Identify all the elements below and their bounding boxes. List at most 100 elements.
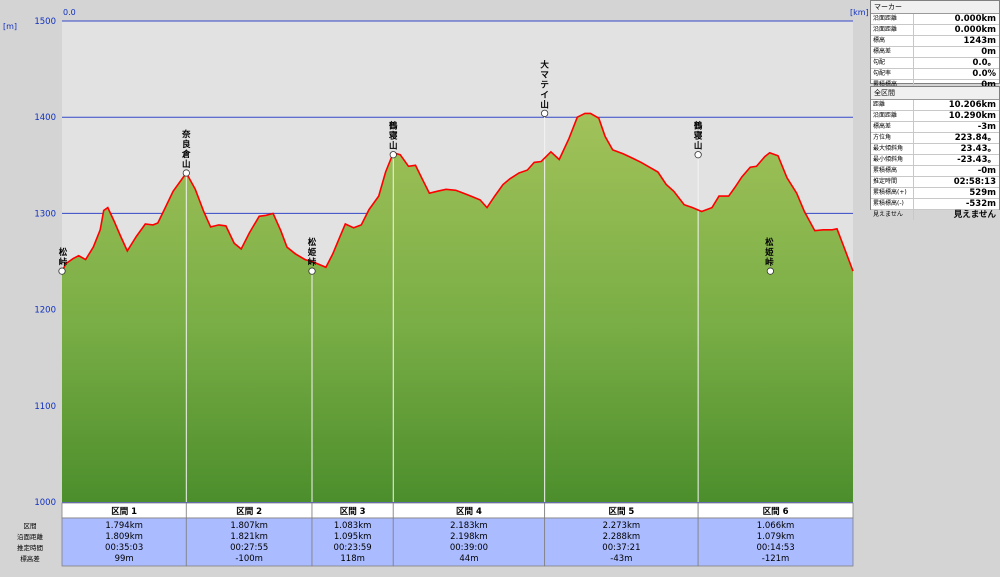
marker-panel: マーカー 沿面距離 0.000km 沿面距離 0.000km 標高 1243m 標高差 0m 勾… [870,0,1000,90]
total-label-0: 距離 [871,100,914,110]
section-time-1: 00:35:03 [105,543,143,553]
section-distance-3: 1.083km [334,521,372,531]
summit-marker-4 [541,109,549,117]
total-row-8: 累積標高(+) 529m [871,188,999,199]
marker-label-3: 標高差 [871,47,914,57]
section-data-cell-6 [697,517,854,567]
total-value-7: 02:58:13 [953,177,996,187]
section-label-6: 区間 6 [763,507,789,517]
total-panel-title: 全区間 [871,87,999,100]
total-value-10: 見えません [953,210,996,220]
section-label-3: 区間 3 [340,507,366,517]
marker-value-4: 0.0。 [972,58,996,68]
total-label-2: 標高差 [871,122,914,132]
summit-label-4: 大マテイ山 [540,59,549,110]
total-value-4: 23.43。 [960,144,996,154]
section-elevation-diff-1: 99m [115,554,134,564]
summit-lines [185,113,699,502]
terrain-area [62,113,853,503]
marker-value-5: 0.0% [972,69,996,79]
total-value-1: 10.290km [948,111,996,121]
total-row-4: 最大傾斜角 23.43。 [871,144,999,155]
y-tick-1300: 1300 [34,209,56,219]
elevation-profile-chart: 1000 1100 1200 1300 1400 1500 [m] 0.0 [km] 松峠… [3,8,869,567]
total-label-4: 最大傾斜角 [871,144,914,154]
total-value-8: 529m [969,188,996,198]
summit-label-0: 松峠 [59,247,68,268]
section-time-6: 00:14:53 [756,543,794,553]
marker-label-5: 勾配率 [871,69,914,79]
section-surface-distance-1: 1.809km [105,532,143,542]
total-row-10: 見えません 見えません [871,210,999,220]
section-elevation-diff-5: -43m [610,554,632,564]
marker-row-0: 沿面距離 0.000km [871,14,999,25]
total-label-1: 沿面距離 [871,111,914,121]
marker-label-6: 累積標高 [871,80,914,90]
section-distance-5: 2.273km [603,521,641,531]
marker-label-4: 勾配 [871,58,914,68]
summit-label-2: 松姫峠 [308,237,317,268]
marker-value-0: 0.000km [954,14,996,24]
x-unit-label: [km] [850,8,869,17]
total-value-9: -532m [965,199,996,209]
total-value-2: -3m [977,122,996,132]
row-label-2: 推定時間 [17,543,43,552]
section-elevation-diff-3: 118m [340,554,365,564]
total-value-6: -0m [977,166,996,176]
section-distance-2: 1.807km [230,521,268,531]
side-panel: マーカー 沿面距離 0.000km 沿面距離 0.000km 標高 1243m 標高差 0m 勾… [870,0,1000,577]
total-label-5: 最小傾斜角 [871,155,914,165]
section-label-2: 区間 2 [236,507,262,517]
total-label-9: 累積標高(-) [871,199,914,209]
total-value-3: 223.84。 [954,133,996,143]
section-data-cell-5 [544,517,699,567]
x-start-label: 0.0 [63,8,76,17]
section-distance-4: 2.183km [450,521,488,531]
section-data-cell-3 [311,517,394,567]
y-tick-1100: 1100 [34,402,56,412]
marker-value-3: 0m [981,47,996,57]
marker-value-1: 0.000km [954,25,996,35]
total-row-7: 推定時間 02:58:13 [871,177,999,188]
total-row-6: 累積標高 -0m [871,166,999,177]
summit-label-5: 鶴寝山 [693,121,703,152]
summit-marker-3 [389,151,397,159]
section-distance-6: 1.066km [757,521,795,531]
total-row-2: 標高差 -3m [871,122,999,133]
y-tick-1000: 1000 [34,498,56,508]
total-label-6: 累積標高 [871,166,914,176]
section-data-cell-4 [392,517,546,567]
marker-row-6: 累積標高 0m [871,80,999,90]
summit-label-6: 松姫峠 [765,237,774,268]
row-label-1: 沿面距離 [17,532,44,541]
summit-label-3: 鶴寝山 [388,121,398,152]
section-time-2: 00:27:55 [230,543,268,553]
total-panel: 全区間 距離 10.206km 沿面距離 10.290km 標高差 -3m 方位角 223.8… [870,86,1000,220]
section-elevation-diff-6: -121m [762,554,790,564]
section-label-4: 区間 4 [456,507,482,517]
total-value-5: -23.43。 [957,155,996,165]
section-time-5: 00:37:21 [602,543,640,553]
marker-row-3: 標高差 0m [871,47,999,58]
section-label-1: 区間 1 [111,507,137,517]
section-elevation-diff-4: 44m [459,554,478,564]
total-rows: 距離 10.206km 沿面距離 10.290km 標高差 -3m 方位角 223.84。 最大… [871,100,999,220]
total-label-8: 累積標高(+) [871,188,914,198]
section-time-3: 00:23:59 [334,543,372,553]
summit-label-1: 奈良倉山 [181,129,191,170]
y-tick-labels: 1000 1100 1200 1300 1400 1500 [34,17,56,508]
section-surface-distance-3: 1.095km [334,532,372,542]
y-tick-1400: 1400 [34,113,56,123]
section-data-cell-2 [185,517,313,567]
y-tick-1200: 1200 [34,306,56,316]
row-label-0: 区間 [24,522,37,530]
section-elevation-diff-2: -100m [235,554,263,564]
marker-row-5: 勾配率 0.0% [871,69,999,80]
elevation-line [61,112,854,272]
marker-label-0: 沿面距離 [871,14,914,24]
marker-panel-title: マーカー [871,1,999,14]
y-unit-label: [m] [3,22,17,31]
